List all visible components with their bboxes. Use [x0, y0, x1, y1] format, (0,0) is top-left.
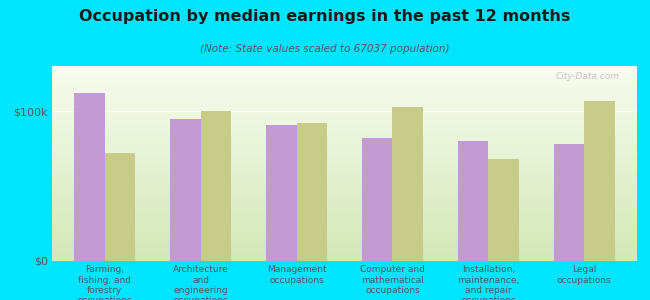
Bar — [105, 153, 135, 261]
Text: City-Data.com: City-Data.com — [556, 72, 619, 81]
Bar — [170, 118, 201, 261]
Bar — [488, 159, 519, 261]
Bar — [201, 111, 231, 261]
Bar — [584, 100, 615, 261]
Text: Occupation by median earnings in the past 12 months: Occupation by median earnings in the pas… — [79, 9, 571, 24]
Bar — [458, 141, 488, 261]
Text: (Note: State values scaled to 67037 population): (Note: State values scaled to 67037 popu… — [200, 44, 450, 53]
Bar — [296, 123, 327, 261]
Bar — [266, 124, 296, 261]
Bar — [74, 93, 105, 261]
Bar — [362, 138, 393, 261]
Bar — [393, 106, 423, 261]
Bar — [554, 144, 584, 261]
